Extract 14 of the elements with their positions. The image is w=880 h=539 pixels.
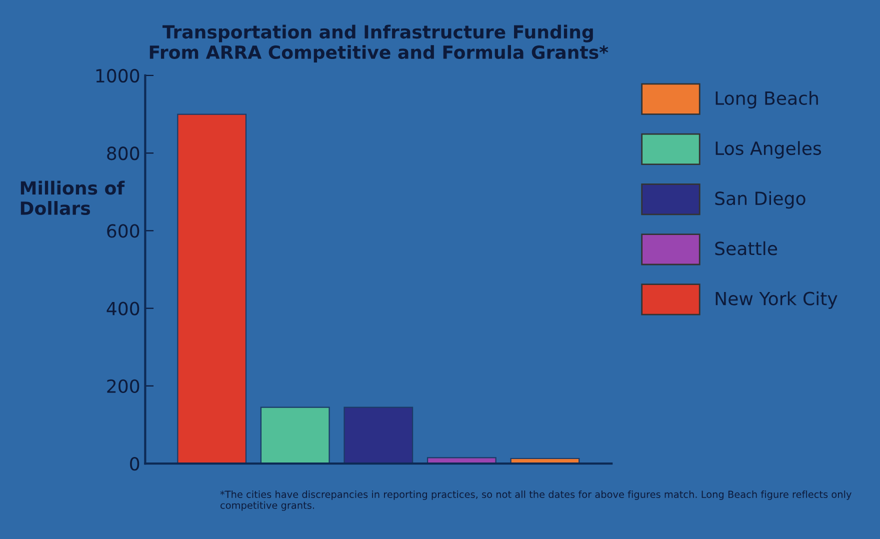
y-tick-label: 1000: [96, 68, 140, 83]
y-tick-label: 200: [107, 379, 140, 394]
chart-title: Transportation and Infrastructure Funding From ARRA Competitive and Formula Grants*: [150, 24, 608, 63]
y-tick-label: 800: [107, 146, 140, 160]
y-tick-label: 600: [107, 224, 140, 238]
legend-label: Los Angeles: [716, 141, 822, 159]
y-tick-label: 0: [130, 457, 140, 471]
legend-label: Seattle: [715, 241, 778, 256]
y-axis-title: Millions of Dollars: [20, 180, 125, 215]
legend-label: San Diego: [715, 191, 806, 209]
y-tick-label: 400: [106, 302, 140, 316]
text: *The cities have discrepancies in reporting practices, so not all the dates for above figures match. Long Beach figure reflects only competitive grants.: [220, 490, 852, 511]
legend-label: New York City: [716, 291, 838, 309]
legend-label: Long Beach: [716, 90, 818, 108]
